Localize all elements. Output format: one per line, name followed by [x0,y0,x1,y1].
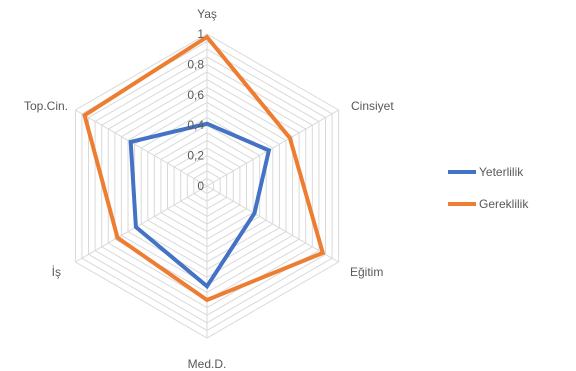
axis-label: Yaş [197,7,217,21]
tick-label: 0 [197,179,204,193]
legend-label-yeterlilik: Yeterlilik [479,165,524,179]
axis-label: Med.D. [188,357,227,371]
axis-label: Eğitim [350,265,383,279]
axis-label: İş [52,265,61,279]
series-gereklilik [82,34,326,303]
series-yeterlilik [128,121,272,290]
tick-label: 0,2 [187,149,204,163]
grid-spoke [75,109,208,187]
legend-label-gereklilik: Gereklilik [479,197,529,211]
tick-label: 0,8 [187,57,204,71]
axis-label: Top.Cin. [24,99,68,113]
radar-grid [74,33,340,339]
radial-ticks: 0 0,2 0,4 0,6 0,8 1 [187,27,204,193]
legend-item-yeterlilik: Yeterlilik [448,162,528,182]
grid-spoke [206,185,339,263]
legend-swatch-gereklilik [448,202,476,206]
radar-series [82,34,326,303]
legend-swatch-yeterlilik [448,170,476,174]
grid-spoke [206,109,339,187]
tick-label: 1 [197,27,204,41]
tick-label: 0,6 [187,88,204,102]
legend: Yeterlilik Gereklilik [448,162,528,226]
tick-label: 0,4 [187,118,204,132]
grid-spoke [75,185,208,263]
axis-labels: Yaş Cinsiyet Eğitim Med.D. İş Top.Cin. [24,7,394,371]
axis-label: Cinsiyet [351,99,394,113]
legend-item-gereklilik: Gereklilik [448,194,528,214]
